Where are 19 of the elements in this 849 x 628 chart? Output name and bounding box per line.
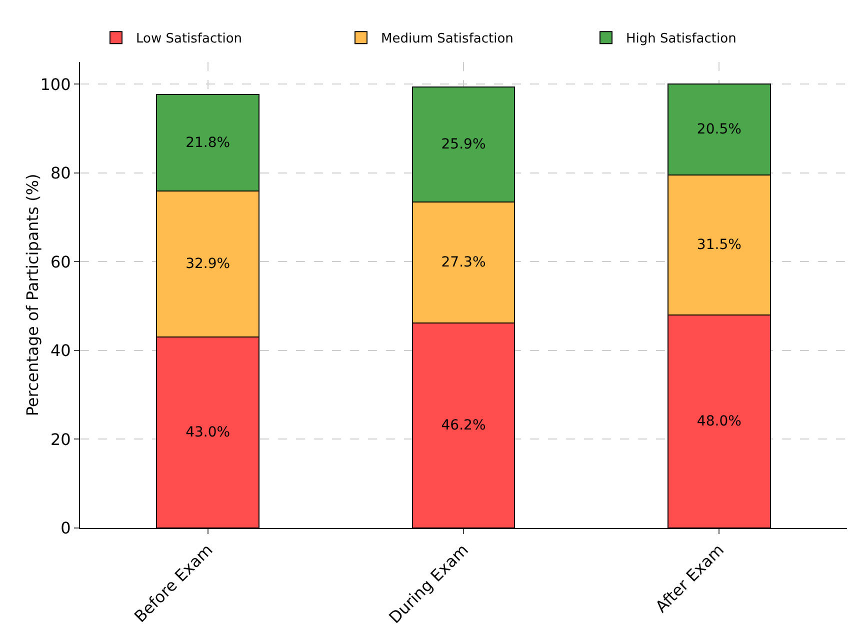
data-label: 43.0% <box>186 424 230 441</box>
y-tick-label: 20 <box>50 430 71 449</box>
data-label: 27.3% <box>441 254 486 270</box>
legend-label: Medium Satisfaction <box>381 32 514 47</box>
y-tick-label: 60 <box>50 252 71 272</box>
y-tick-label: 100 <box>40 74 71 94</box>
data-label: 31.5% <box>696 237 742 254</box>
y-axis-title: Percentage of Participants (%) <box>23 174 42 416</box>
data-label: 46.2% <box>441 417 486 434</box>
legend-label: High Satisfaction <box>626 32 736 47</box>
legend-label: Low Satisfaction <box>136 32 242 47</box>
y-tick-label: 0 <box>60 518 71 538</box>
data-label: 20.5% <box>696 122 742 138</box>
data-label: 48.0% <box>696 413 742 430</box>
y-tick-label: 40 <box>50 341 71 360</box>
data-label: 32.9% <box>186 256 230 272</box>
y-tick-label: 80 <box>50 164 71 183</box>
data-label: 25.9% <box>441 136 486 152</box>
data-label: 21.8% <box>186 134 230 151</box>
